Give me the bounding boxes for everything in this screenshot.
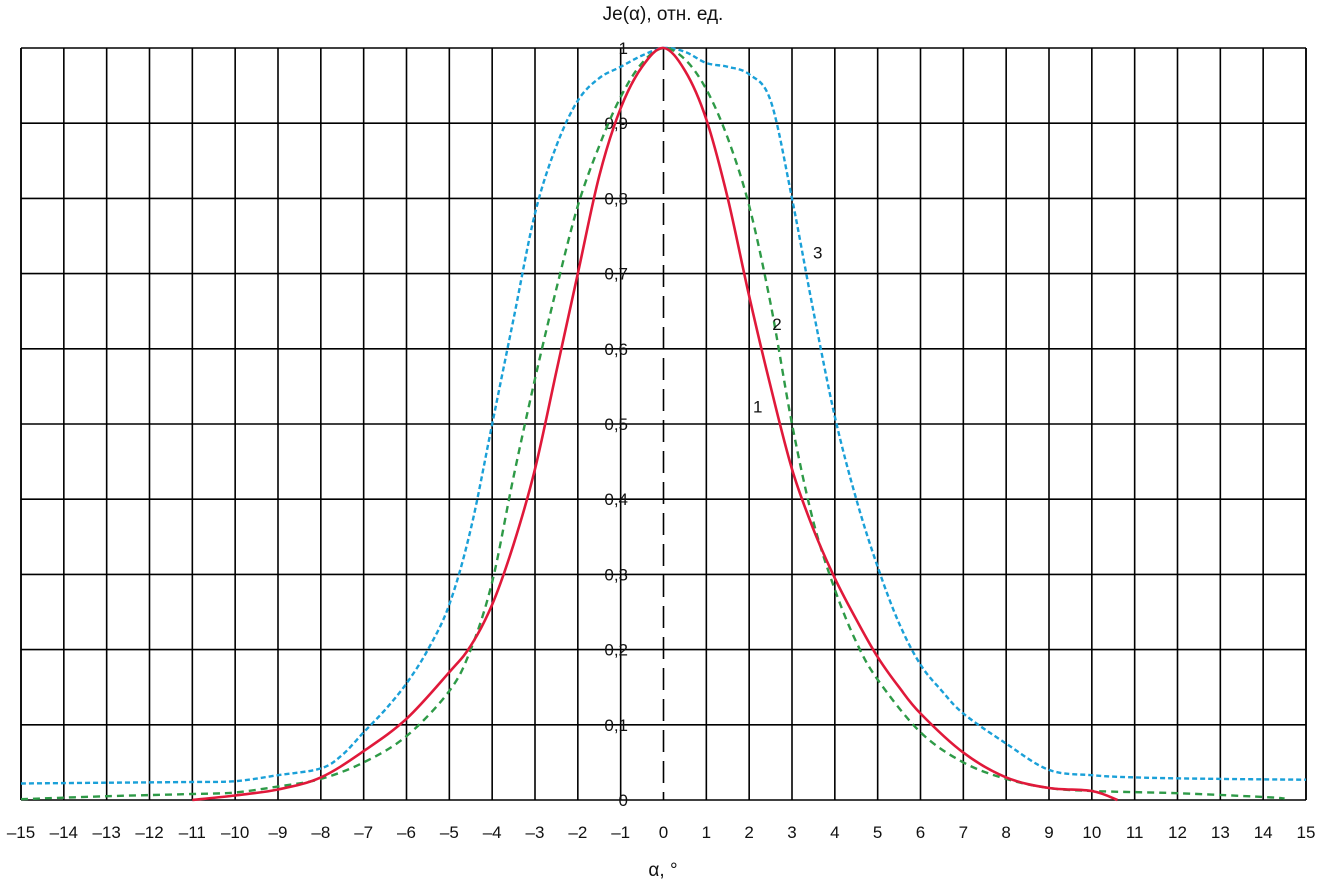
- x-tick-label: 12: [1168, 823, 1187, 842]
- x-tick-label: –13: [92, 823, 120, 842]
- series-lines: [20, 46, 1307, 802]
- y-tick-label: 0,2: [604, 641, 628, 660]
- x-tick-label: 1: [702, 823, 711, 842]
- x-tick-label: –3: [526, 823, 545, 842]
- x-tick-label: 5: [873, 823, 882, 842]
- x-tick-label: 3: [787, 823, 796, 842]
- y-tick-label: 0,6: [604, 340, 628, 359]
- x-tick-label: 6: [916, 823, 925, 842]
- x-tick-label: –11: [179, 823, 206, 842]
- series-line-1: [192, 46, 1118, 802]
- curve-annotations: 1 2 3: [753, 244, 822, 417]
- y-tick-label: 0,5: [604, 415, 628, 434]
- x-tick-label: 13: [1211, 823, 1230, 842]
- x-tick-label: –15: [7, 823, 35, 842]
- x-tick-label: 8: [1001, 823, 1010, 842]
- x-tick-label: –5: [440, 823, 459, 842]
- tick-labels: –15 –14 –13 –12 –11 –10 –9 –8 –7 –6 –5 –4 –3 –2 –1 0 1 2 3…: [7, 39, 1316, 842]
- curve-label-2: 2: [772, 315, 781, 334]
- x-tick-label: –9: [269, 823, 288, 842]
- x-axis-label: α, °: [648, 860, 677, 881]
- curve-label-1: 1: [753, 398, 762, 417]
- x-tick-label: –1: [611, 823, 630, 842]
- x-tick-label: 10: [1082, 823, 1101, 842]
- y-tick-label: 1: [619, 39, 628, 58]
- x-tick-label: 2: [744, 823, 753, 842]
- x-tick-label: 14: [1254, 823, 1273, 842]
- x-tick-label: –12: [135, 823, 163, 842]
- x-tick-label: –10: [221, 823, 249, 842]
- x-tick-label: –2: [568, 823, 587, 842]
- x-tick-label: –6: [397, 823, 416, 842]
- series-line-3: [20, 46, 1307, 785]
- x-tick-label: 0: [659, 823, 668, 842]
- x-tick-label: 9: [1044, 823, 1053, 842]
- y-tick-label: 0,8: [604, 189, 628, 208]
- x-tick-label: –7: [354, 823, 373, 842]
- y-tick-label: 0: [619, 791, 628, 810]
- y-axis-label: Je(α), отн. ед.: [603, 4, 724, 25]
- x-tick-label: 4: [830, 823, 839, 842]
- x-tick-label: –8: [311, 823, 330, 842]
- y-tick-label: 0,7: [604, 265, 628, 284]
- x-tick-label: 7: [959, 823, 968, 842]
- x-tick-label: –4: [483, 823, 502, 842]
- y-tick-label: 0,1: [604, 716, 628, 735]
- y-tick-label: 0,3: [604, 565, 628, 584]
- curve-label-3: 3: [813, 244, 822, 263]
- x-tick-label: 11: [1126, 823, 1144, 842]
- x-tick-label: –14: [50, 823, 78, 842]
- series-line-2: [20, 46, 1285, 801]
- grid: [20, 47, 1307, 801]
- y-tick-label: 0,4: [604, 490, 628, 509]
- x-tick-label: 15: [1297, 823, 1316, 842]
